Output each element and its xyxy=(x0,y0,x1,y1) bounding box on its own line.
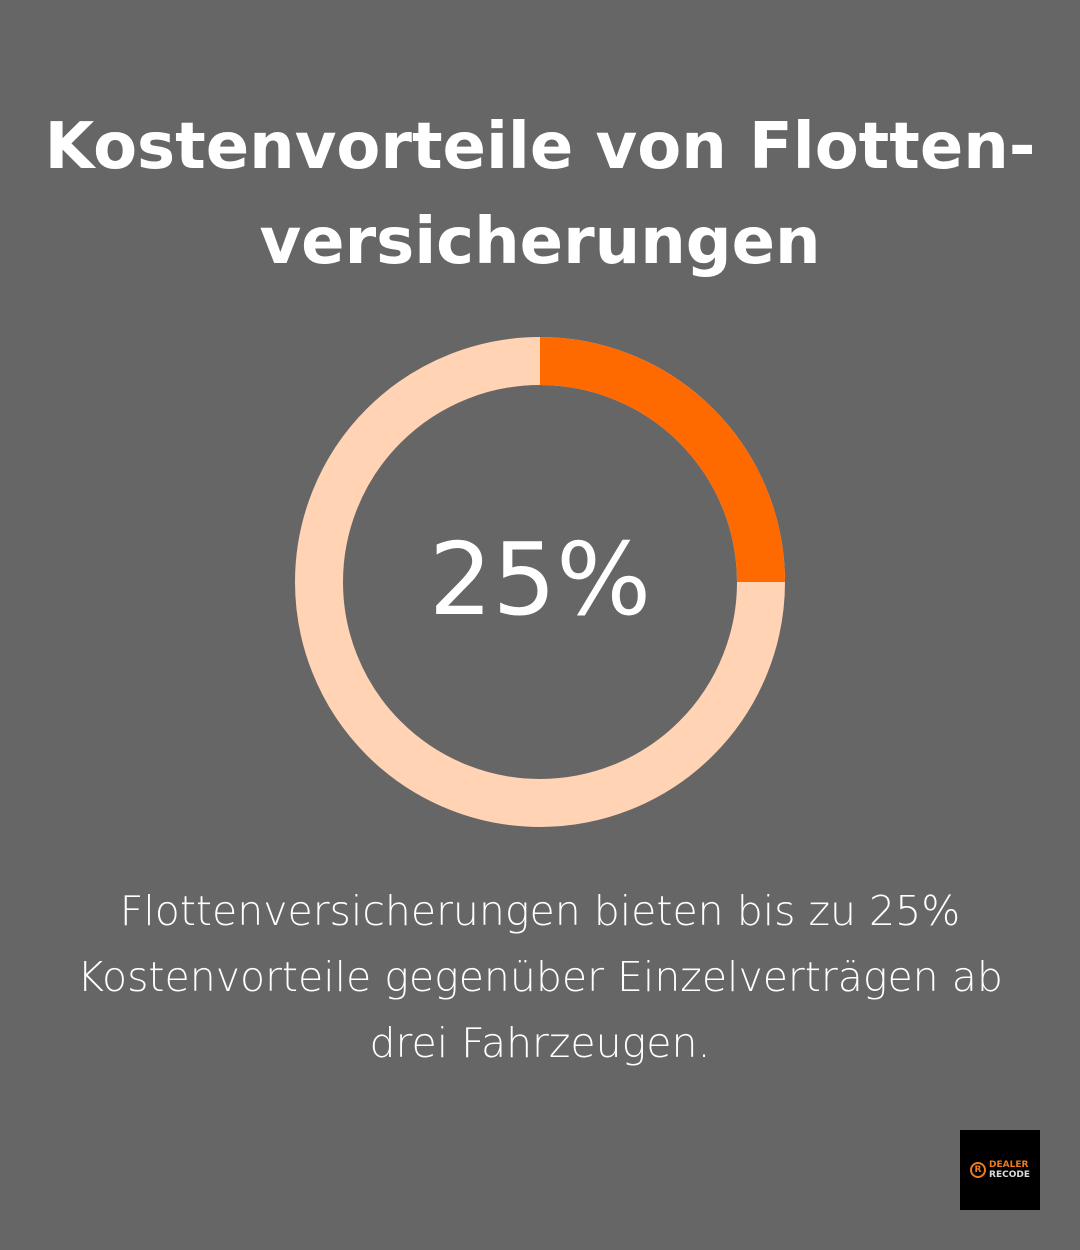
chart-title: Kostenvorteile von Flotten-versicherunge… xyxy=(0,100,1080,290)
logo-mark-icon: R xyxy=(970,1162,987,1178)
caption: Flottenversicherungen bieten bis zu 25% … xyxy=(77,887,1003,1067)
dealer-recode-logo: R DEALER RECODE xyxy=(960,1130,1040,1210)
logo-line2: RECODE xyxy=(989,1170,1030,1180)
title-text: Kostenvorteile von Flotten-versicherunge… xyxy=(44,110,1036,279)
logo-line1: DEALER xyxy=(989,1160,1029,1170)
donut-chart: 25% xyxy=(295,337,785,827)
donut-value-slice xyxy=(539,337,785,583)
center-label: 25% xyxy=(429,521,651,638)
